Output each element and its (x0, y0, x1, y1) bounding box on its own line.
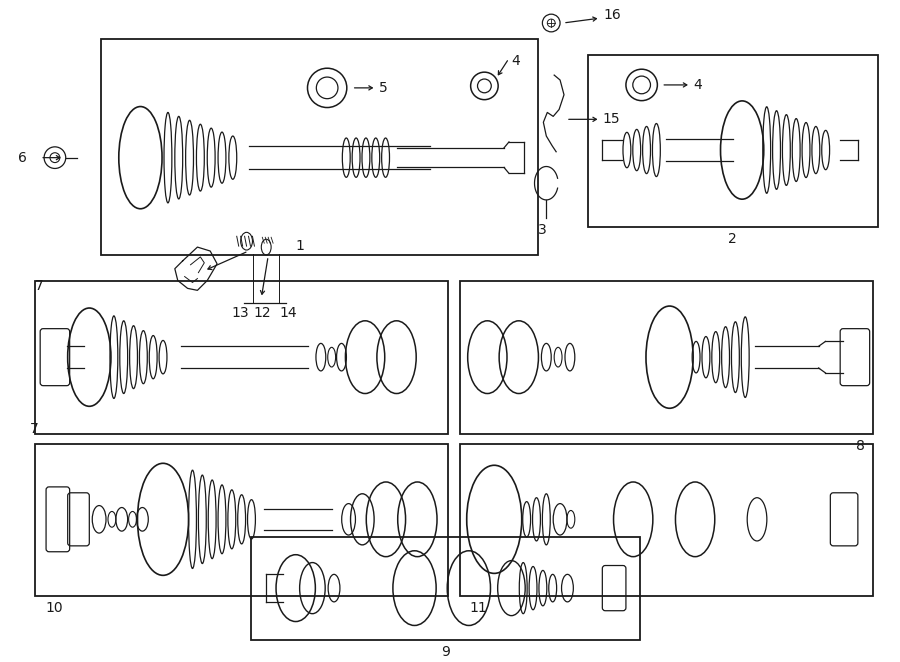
Text: 10: 10 (45, 601, 63, 615)
Bar (35, 444, 448, 596)
Bar (101, 39, 538, 255)
Text: 7: 7 (35, 279, 44, 293)
Text: 8: 8 (856, 439, 865, 453)
Bar (460, 444, 873, 596)
Text: 12: 12 (254, 306, 271, 320)
Text: 6: 6 (18, 151, 26, 165)
Text: 2: 2 (728, 232, 736, 246)
Bar (588, 56, 878, 228)
Text: 14: 14 (279, 306, 297, 320)
Text: 16: 16 (603, 8, 621, 22)
Text: 5: 5 (379, 81, 388, 95)
Text: 4: 4 (694, 78, 703, 92)
Text: 9: 9 (441, 645, 449, 659)
Text: 13: 13 (232, 306, 249, 320)
Bar (460, 281, 873, 434)
Text: 4: 4 (511, 54, 519, 68)
Text: 11: 11 (470, 601, 488, 615)
Text: 15: 15 (602, 113, 620, 126)
Text: 7: 7 (31, 422, 39, 436)
Bar (251, 537, 640, 640)
Text: 3: 3 (538, 222, 547, 236)
Bar (35, 281, 448, 434)
Text: 1: 1 (296, 239, 304, 254)
